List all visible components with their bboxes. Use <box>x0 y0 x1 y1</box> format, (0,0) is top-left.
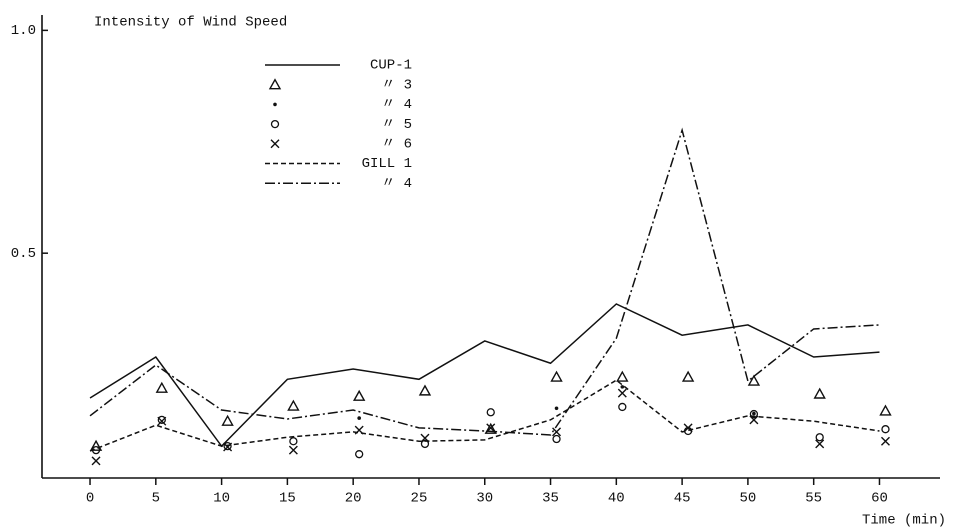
circle-marker <box>157 415 166 425</box>
triangle-marker <box>747 374 761 386</box>
circle-marker <box>749 409 759 419</box>
x-tick-label: 55 <box>805 491 822 507</box>
triangle-marker <box>221 414 234 426</box>
triangle-marker <box>155 381 169 393</box>
series-line <box>89 303 880 448</box>
x-tick-label: 60 <box>871 491 888 507</box>
triangle-marker <box>879 404 892 416</box>
circle-marker <box>270 119 280 129</box>
x-marker <box>617 388 627 398</box>
dot-marker <box>752 411 756 416</box>
legend-label: 〃 4 <box>381 97 412 113</box>
x-marker <box>880 436 890 446</box>
triangle-marker <box>681 370 695 382</box>
x-tick-label: 10 <box>213 491 230 507</box>
x-tick-label: 50 <box>739 491 756 507</box>
chart-title: Intensity of Wind Speed <box>94 15 287 31</box>
triangle-marker <box>268 78 282 90</box>
x-marker <box>270 139 280 149</box>
y-tick-label: 0.5 <box>11 246 36 262</box>
legend-label: GILL 1 <box>362 156 412 172</box>
legend-label: CUP-1 <box>370 58 412 74</box>
circle-marker <box>552 434 561 444</box>
x-marker <box>815 439 825 449</box>
triangle-marker <box>550 370 563 382</box>
triangle-marker <box>813 387 826 399</box>
x-marker <box>749 415 759 425</box>
series-line <box>89 379 880 452</box>
circle-marker <box>881 425 890 434</box>
x-marker <box>157 416 167 426</box>
dot-marker <box>273 102 277 107</box>
legend-label: 〃 4 <box>381 176 412 192</box>
dot-marker <box>554 406 559 411</box>
triangle-marker <box>418 384 432 396</box>
x-tick-label: 15 <box>279 491 296 507</box>
triangle-marker <box>287 399 300 411</box>
x-marker <box>552 427 562 437</box>
triangle-marker <box>616 370 629 382</box>
series-line <box>89 127 880 436</box>
circle-marker <box>289 437 298 446</box>
legend-label: 〃 3 <box>381 77 412 93</box>
x-tick-label: 20 <box>345 491 362 507</box>
legend-label: 〃 6 <box>381 137 412 153</box>
x-tick-label: 0 <box>86 491 94 507</box>
x-tick-label: 25 <box>411 491 428 507</box>
y-tick-label: 1.0 <box>11 23 36 39</box>
dot-marker <box>620 385 625 389</box>
x-marker <box>683 423 693 433</box>
x-marker <box>91 456 101 466</box>
circle-marker <box>618 402 627 412</box>
circle-marker <box>223 441 232 451</box>
circle-marker <box>355 450 364 459</box>
x-tick-label: 35 <box>542 491 559 507</box>
x-tick-label: 40 <box>608 491 625 507</box>
triangle-marker <box>484 422 497 434</box>
triangle-marker <box>89 439 103 451</box>
x-marker <box>288 445 298 455</box>
legend-label: 〃 5 <box>381 117 412 133</box>
x-tick-label: 45 <box>674 491 691 507</box>
dot-marker <box>357 416 361 420</box>
circle-marker <box>486 408 495 417</box>
circle-marker <box>815 433 824 442</box>
x-tick-label: 5 <box>152 491 160 507</box>
x-axis-label: Time (min) <box>862 513 946 529</box>
x-tick-label: 30 <box>476 491 493 507</box>
triangle-marker <box>352 389 366 401</box>
